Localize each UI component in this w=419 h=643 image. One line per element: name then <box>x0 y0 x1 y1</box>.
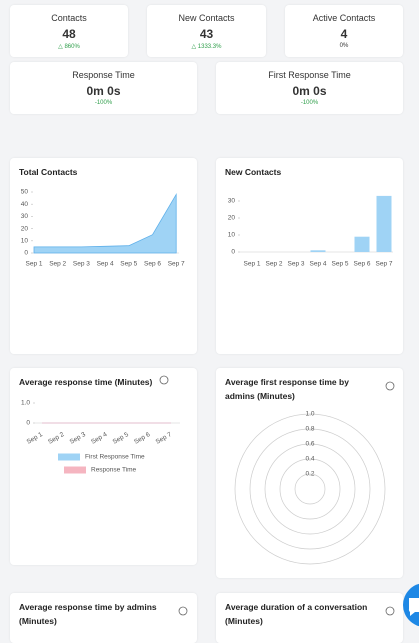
stat-change-text: 860% <box>64 44 80 50</box>
x-tick-label: Sep 1 <box>244 261 261 268</box>
chart-title: Average first response time by admins (M… <box>225 377 349 401</box>
x-tick-label: Sep 2 <box>49 261 66 268</box>
grid-ring <box>234 413 386 565</box>
stat-value: 0m 0s <box>292 84 327 98</box>
x-tick-label: Sep 4 <box>310 261 327 268</box>
y-tick-label: 10 <box>21 238 29 245</box>
x-tick-label: Sep 7 <box>155 431 174 446</box>
stat-card: First Response Time 0m 0s -100% <box>216 62 403 114</box>
chart-card: New Contacts <box>216 158 403 354</box>
legend-label: First Response Time <box>85 454 145 461</box>
stat-value: 43 <box>199 27 214 41</box>
y-tick-label: 0 <box>24 250 28 257</box>
y-tick-label: 20 <box>21 225 29 232</box>
x-tick-label: Sep 6 <box>133 431 152 446</box>
y-tick-label: 20 <box>228 215 236 222</box>
y-tick-label: 40 <box>21 201 29 208</box>
legend-label: Response Time <box>91 467 137 474</box>
grid-ring <box>294 473 326 505</box>
stat-value: 4 <box>340 27 348 41</box>
x-tick-label: Sep 3 <box>73 261 90 268</box>
chart-card: Average first response time by admins (M… <box>216 368 403 578</box>
stat-card: New Contacts 43 △ 1333.3% <box>147 5 266 57</box>
stat-change: -100% <box>94 100 113 106</box>
stat-card: Active Contacts 4 0% <box>285 5 403 57</box>
x-tick-label: Sep 7 <box>376 261 393 268</box>
y-tick-label: 30 <box>228 198 236 205</box>
x-tick-label: Sep 4 <box>90 431 109 446</box>
x-tick-label: Sep 3 <box>69 431 88 446</box>
grid-ring <box>279 458 341 520</box>
dashboard: Contacts 48 △ 860% New Contacts 43 △ 1333.3%… <box>10 5 419 643</box>
x-tick-label: Sep 5 <box>112 431 131 446</box>
chart-card: Average response time (Minutes) <box>10 368 197 565</box>
r-tick-label: 1.0 <box>305 411 314 418</box>
stat-label: First Response Time <box>268 70 351 80</box>
y-tick-label: 1.0 <box>21 400 30 407</box>
y-tick-label: 30 <box>21 213 29 220</box>
stat-label: Contacts <box>51 13 87 23</box>
grid-ring <box>264 443 356 535</box>
x-tick-label: Sep 1 <box>26 431 45 446</box>
x-tick-label: Sep 5 <box>120 261 137 268</box>
chart-title: Total Contacts <box>19 167 78 177</box>
info-icon[interactable] <box>178 606 188 616</box>
grid-ring <box>249 428 371 550</box>
y-tick-label: 10 <box>228 232 236 239</box>
info-icons <box>159 375 395 616</box>
stat-change: 0% <box>339 43 349 49</box>
r-tick-label: 0.6 <box>305 441 314 448</box>
chart-title: Average duration of a conversation (Minu… <box>225 602 368 626</box>
stat-value: 0m 0s <box>86 84 121 98</box>
x-tick-label: Sep 7 <box>168 261 185 268</box>
stat-change: △ 860% <box>10 43 128 50</box>
x-tick-label: Sep 6 <box>144 261 161 268</box>
y-tick-label: 50 <box>21 189 29 196</box>
stat-card: Contacts 48 △ 860% <box>10 5 128 57</box>
x-tick-label: Sep 2 <box>47 431 66 446</box>
up-icon: △ <box>191 44 198 50</box>
area <box>33 192 177 254</box>
info-icon[interactable] <box>159 375 169 385</box>
bar <box>376 195 392 252</box>
x-tick-label: Sep 3 <box>288 261 305 268</box>
bar <box>310 250 326 252</box>
r-tick-label: 0.2 <box>305 471 314 478</box>
stat-label: Response Time <box>72 70 135 80</box>
legend-swatch <box>64 466 86 474</box>
x-tick-label: Sep 2 <box>266 261 283 268</box>
chart-title: Average response time (Minutes) <box>19 377 153 387</box>
legend-swatch <box>58 453 80 461</box>
stat-card: Response Time 0m 0s -100% <box>10 62 197 114</box>
stat-label: New Contacts <box>178 13 235 23</box>
info-icon[interactable] <box>385 381 395 391</box>
r-tick-label: 0.4 <box>305 456 314 463</box>
y-tick-label: 0 <box>26 420 30 427</box>
stat-change-text: 1333.3% <box>197 44 222 50</box>
up-icon: △ <box>58 44 65 50</box>
stat-label: Active Contacts <box>312 13 376 23</box>
stat-change: △ 1333.3% <box>147 43 266 50</box>
x-tick-label: Sep 1 <box>26 261 43 268</box>
chat-icon <box>408 598 419 616</box>
stat-change: -100% <box>300 100 319 106</box>
bar <box>354 236 370 252</box>
chart-title: Average response time by admins (Minutes… <box>19 602 157 626</box>
stat-value: 48 <box>62 27 76 41</box>
info-icon[interactable] <box>385 606 395 616</box>
x-tick-label: Sep 6 <box>354 261 371 268</box>
chart-title: New Contacts <box>225 167 282 177</box>
y-tick-label: 0 <box>231 249 235 256</box>
r-tick-label: 0.8 <box>305 426 314 433</box>
chart-card: Total Contacts <box>10 158 197 354</box>
x-tick-label: Sep 4 <box>97 261 114 268</box>
x-tick-label: Sep 5 <box>332 261 349 268</box>
